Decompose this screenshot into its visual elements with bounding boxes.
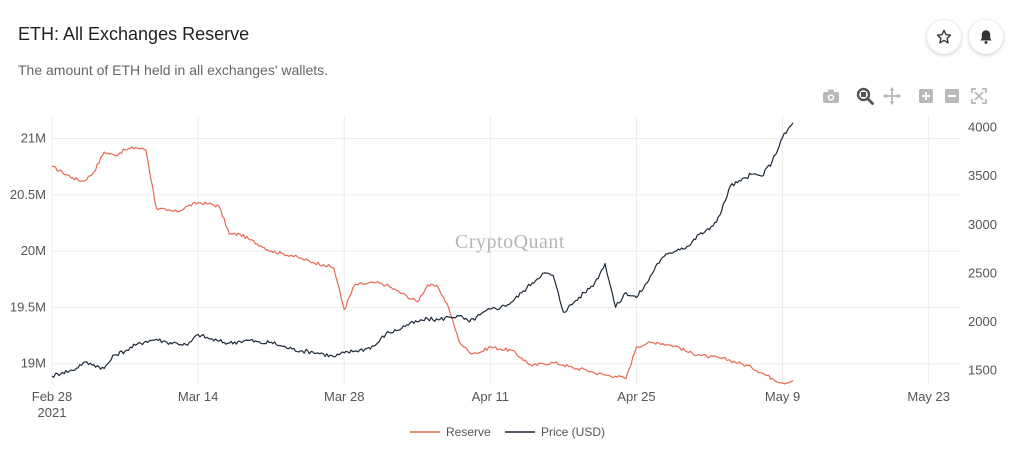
y-right-tick-label: 2000 xyxy=(968,314,997,329)
zoom-icon[interactable] xyxy=(855,86,875,106)
grid-lines xyxy=(51,116,960,384)
y-left-tick-label: 20M xyxy=(21,243,46,258)
y-right-tick-label: 2500 xyxy=(968,265,997,280)
x-tick-label: Mar 28 xyxy=(324,389,364,404)
watermark: CryptoQuant xyxy=(455,231,565,253)
x-tick-label: Apr 25 xyxy=(617,389,655,404)
star-icon xyxy=(936,29,952,44)
y-left-tick-label: 21M xyxy=(21,131,46,146)
x-tick-label: May 23 xyxy=(907,389,950,404)
x-tick-label: May 9 xyxy=(765,389,800,404)
axis-labels: 19M 19.5M 20M 20.5M 21M 1500 2000 2500 3000 3500 4… xyxy=(10,120,997,420)
y-left-tick-label: 19.5M xyxy=(10,299,46,314)
autoscale-icon[interactable] xyxy=(969,86,989,106)
zoom-in-icon[interactable] xyxy=(916,86,936,106)
bell-icon xyxy=(980,30,992,44)
alert-button[interactable] xyxy=(969,20,1003,54)
x-tick-label: Mar 14 xyxy=(178,389,218,404)
legend-label[interactable]: Price (USD) xyxy=(541,425,605,439)
favorite-button[interactable] xyxy=(927,20,961,54)
series-layer xyxy=(51,122,794,385)
camera-icon[interactable] xyxy=(821,86,841,106)
y-right-tick-label: 3500 xyxy=(968,168,997,183)
y-left-tick-label: 19M xyxy=(21,356,46,371)
series-line-price[interactable] xyxy=(51,122,794,378)
y-right-tick-label: 1500 xyxy=(968,362,997,377)
y-left-tick-label: 20.5M xyxy=(10,187,46,202)
page-subtitle: The amount of ETH held in all exchanges'… xyxy=(18,62,329,78)
y-right-tick-label: 4000 xyxy=(968,120,997,135)
y-right-tick-label: 3000 xyxy=(968,217,997,232)
legend: Reserve Price (USD) xyxy=(410,425,605,439)
zoom-out-icon[interactable] xyxy=(942,86,962,106)
page-title: ETH: All Exchanges Reserve xyxy=(18,24,250,44)
x-tick-label: Feb 28 xyxy=(32,389,72,404)
x-tick-sublabel: 2021 xyxy=(38,405,67,420)
series-line-reserve[interactable] xyxy=(51,146,794,385)
x-tick-label: Apr 11 xyxy=(472,389,509,404)
pan-icon[interactable] xyxy=(882,86,902,106)
legend-label[interactable]: Reserve xyxy=(446,425,491,439)
